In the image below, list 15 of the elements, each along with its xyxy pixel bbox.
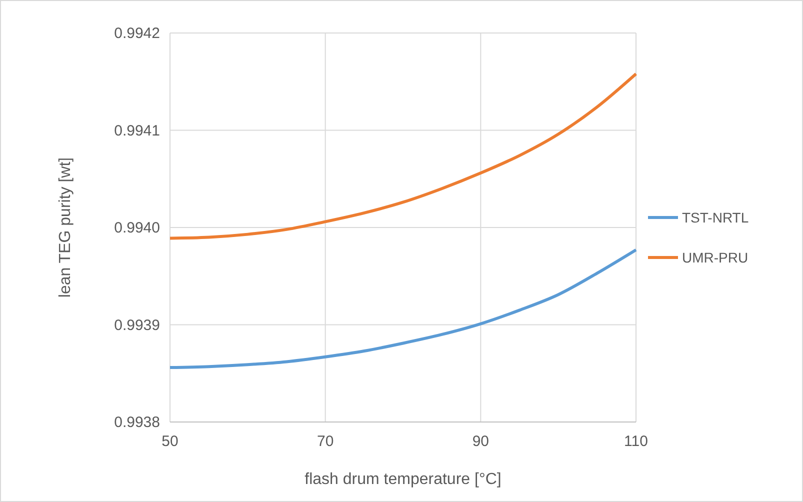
y-tick-label: 0.9942 xyxy=(114,25,160,42)
y-tick-label: 0.9941 xyxy=(114,122,160,140)
x-tick-label: 70 xyxy=(316,433,334,450)
y-tick-label: 0.9940 xyxy=(114,220,160,236)
legend-label: TST-NRTL xyxy=(682,210,749,226)
x-tick-label: 110 xyxy=(624,433,648,450)
y-tick-label: 0.9938 xyxy=(114,414,160,431)
line-series xyxy=(168,72,638,240)
line-series xyxy=(168,248,638,370)
x-tick-label: 50 xyxy=(162,433,178,450)
x-axis-title: flash drum temperature [°C] xyxy=(304,471,502,488)
legend-label: UMR-PRU xyxy=(682,250,748,266)
x-tick-label: 90 xyxy=(472,433,490,450)
y-axis-title: lean TEG purity [wt] xyxy=(57,157,74,298)
y-tick-label: 0.9939 xyxy=(114,316,160,334)
